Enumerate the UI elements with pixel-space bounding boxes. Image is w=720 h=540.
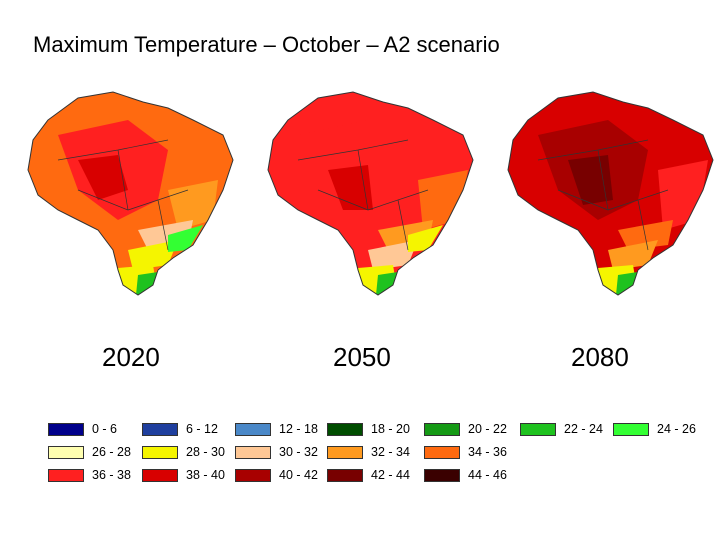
legend-item: 38 - 40	[142, 467, 225, 483]
legend-label: 36 - 38	[92, 468, 131, 482]
year-label-2020: 2020	[102, 342, 160, 372]
legend-swatch	[424, 445, 460, 459]
year-label-2080: 2080	[571, 342, 629, 372]
brazil-map-2050-svg	[267, 91, 474, 296]
legend-label: 40 - 42	[279, 468, 318, 482]
legend-label: 44 - 46	[468, 468, 507, 482]
legend-item: 34 - 36	[424, 444, 507, 460]
legend-item: 22 - 24	[520, 421, 603, 437]
legend-swatch	[327, 422, 363, 436]
brazil-map-2020	[18, 80, 248, 310]
legend-item: 42 - 44	[327, 467, 410, 483]
legend-label: 38 - 40	[186, 468, 225, 482]
legend-swatch	[327, 445, 363, 459]
legend-swatch	[235, 468, 271, 482]
map-title: Maximum Temperature – October – A2 scena…	[33, 32, 500, 57]
legend-label: 6 - 12	[186, 422, 218, 436]
legend-label: 22 - 24	[564, 422, 603, 436]
legend-item: 26 - 28	[48, 444, 131, 460]
legend-swatch	[424, 422, 460, 436]
legend-item: 20 - 22	[424, 421, 507, 437]
legend-swatch	[613, 422, 649, 436]
legend-swatch	[520, 422, 556, 436]
legend-label: 30 - 32	[279, 445, 318, 459]
brazil-map-2080-svg	[507, 91, 714, 296]
legend-label: 18 - 20	[371, 422, 410, 436]
legend-item: 28 - 30	[142, 444, 225, 460]
legend-label: 28 - 30	[186, 445, 225, 459]
legend-swatch	[424, 468, 460, 482]
legend-item: 12 - 18	[235, 421, 318, 437]
legend-item: 32 - 34	[327, 444, 410, 460]
legend-label: 12 - 18	[279, 422, 318, 436]
legend-label: 32 - 34	[371, 445, 410, 459]
legend-item: 18 - 20	[327, 421, 410, 437]
legend-swatch	[48, 445, 84, 459]
legend-item: 44 - 46	[424, 467, 507, 483]
legend-label: 42 - 44	[371, 468, 410, 482]
brazil-map-2050	[258, 80, 488, 310]
legend-item: 0 - 6	[48, 421, 117, 437]
legend-item: 36 - 38	[48, 467, 131, 483]
legend-label: 34 - 36	[468, 445, 507, 459]
legend-swatch	[235, 422, 271, 436]
legend-item: 6 - 12	[142, 421, 218, 437]
legend-swatch	[235, 445, 271, 459]
legend-label: 20 - 22	[468, 422, 507, 436]
brazil-map-2080	[498, 80, 720, 310]
legend-swatch	[142, 468, 178, 482]
legend-label: 0 - 6	[92, 422, 118, 436]
brazil-map-2020-svg	[27, 91, 234, 296]
legend-swatch	[142, 422, 178, 436]
legend-item: 30 - 32	[235, 444, 318, 460]
legend-label: 24 - 26	[657, 422, 696, 436]
year-label-2050: 2050	[333, 342, 391, 372]
legend-swatch	[142, 445, 178, 459]
legend-swatch	[48, 422, 84, 436]
legend-swatch	[327, 468, 363, 482]
legend-swatch	[48, 468, 84, 482]
legend-label: 26 - 28	[92, 445, 131, 459]
legend-item: 40 - 42	[235, 467, 318, 483]
legend-item: 24 - 26	[613, 421, 696, 437]
